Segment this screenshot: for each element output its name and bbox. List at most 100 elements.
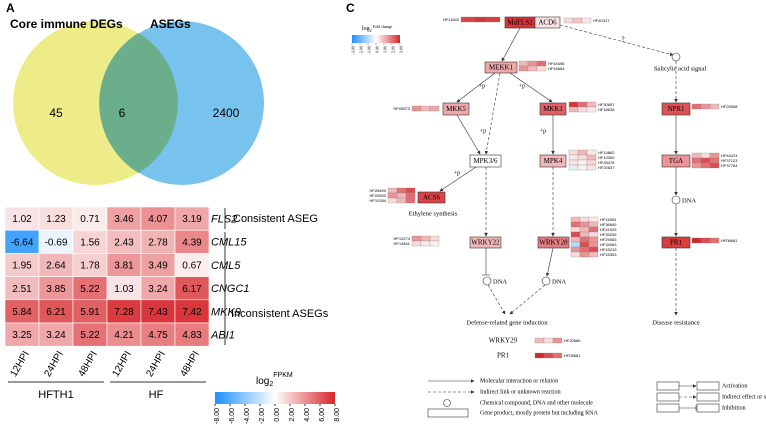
- cell-value: 1.56: [80, 237, 100, 248]
- gene-id: HF18638: [598, 107, 615, 112]
- gene-node: [661, 154, 691, 168]
- fc-cell: [411, 240, 422, 247]
- gene-id: HF28490: [370, 188, 387, 193]
- fc-cell: [579, 221, 590, 228]
- venn-overlap: [99, 33, 178, 173]
- gene-id: HF36695: [600, 222, 617, 227]
- cell-value: 2.43: [114, 237, 134, 248]
- molecule: [541, 276, 551, 286]
- annotation: Ethylene synthesis: [409, 210, 458, 217]
- fc-cell: [527, 60, 538, 67]
- edge: [456, 114, 481, 155]
- fc-cell: [588, 216, 599, 223]
- set-title: ASEGs: [150, 17, 191, 31]
- fc-cell: [700, 103, 711, 110]
- fc-cell: [396, 187, 407, 194]
- fc-cell: [586, 101, 597, 108]
- gene-id: HF11854: [600, 217, 617, 222]
- fc-cell: [429, 240, 440, 247]
- gene-node: [539, 154, 567, 168]
- fc-cell: [588, 231, 599, 238]
- title-part: 2: [370, 28, 372, 33]
- cell-value: 6.21: [46, 307, 66, 318]
- fc-cell: [387, 192, 398, 199]
- count: 6: [119, 106, 126, 120]
- gene-id: HF41525: [600, 227, 617, 232]
- fc-cell: [568, 164, 579, 171]
- edge: [509, 72, 553, 103]
- gene-id: HF15353: [600, 252, 617, 257]
- title-part: log: [362, 26, 370, 32]
- cell-value: 4.83: [182, 330, 202, 341]
- gene-id: HF10284: [370, 198, 387, 203]
- fc-cell: [420, 235, 431, 242]
- colorbar: [352, 35, 400, 43]
- colorbar-tick-label: -1.00: [366, 46, 371, 54]
- gene-id: HF40317: [593, 18, 610, 23]
- fc-cell: [579, 226, 590, 233]
- fc-cell: [534, 337, 545, 344]
- cell-value: 7.43: [148, 307, 168, 318]
- fc-cell: [405, 187, 416, 194]
- cell-value: -0.69: [45, 237, 68, 248]
- fc-cell: [579, 231, 590, 238]
- fc-cell: [691, 152, 702, 159]
- colorbar-tick-label: 3.00: [398, 46, 403, 53]
- title-part: 2: [269, 381, 273, 388]
- legend-box: [656, 392, 680, 402]
- colorbar-tick-label: 4.00: [304, 408, 311, 422]
- fc-cell: [579, 236, 590, 243]
- gene-node: [442, 102, 470, 116]
- fc-cell: [588, 246, 599, 253]
- colorbar-tick-label: -8.00: [214, 408, 221, 424]
- legend-text: Gene product, mostly protein but includi…: [480, 410, 598, 416]
- fc-cell: [568, 154, 579, 161]
- panel-a: A Core immune DEGs ASEGs 45 6 2400: [6, 1, 264, 185]
- legend-box: [696, 381, 720, 391]
- fc-cell: [586, 106, 597, 113]
- gene-id: HF08681: [564, 353, 581, 358]
- gene-id: HF44498: [548, 61, 565, 66]
- annotation: Disease resistance: [652, 319, 700, 326]
- cell-value: 4.39: [182, 237, 202, 248]
- gene-id: HF20652: [370, 193, 387, 198]
- fc-cell: [579, 241, 590, 248]
- node-label: WRKY28: [539, 239, 568, 247]
- cell-value: 1.78: [80, 261, 100, 272]
- gene-id: HF14862: [598, 150, 615, 155]
- colorbar-tick-label: 0.00: [274, 408, 281, 422]
- output-label: PR1: [497, 352, 510, 360]
- colorbar-tick-label: 2.00: [289, 408, 296, 422]
- fc-cell: [700, 237, 711, 244]
- legend-text: Inhibition: [722, 405, 746, 411]
- gene-id: HF29083: [600, 237, 617, 242]
- fc-cell: [429, 105, 440, 112]
- fc-cell: [577, 154, 588, 161]
- cell-value: 5.22: [80, 330, 100, 341]
- group-label: HF: [149, 389, 164, 401]
- node-label: TGA: [669, 157, 683, 165]
- column-label: 24HPI: [42, 349, 65, 379]
- fc-cell: [536, 60, 547, 67]
- colorbar-tick-label: -6.00: [229, 408, 236, 424]
- fc-cell: [572, 17, 583, 24]
- edge: [545, 247, 554, 277]
- fc-cell: [420, 240, 431, 247]
- fc-cell: [570, 246, 581, 253]
- edge: [456, 72, 496, 103]
- panel-label: A: [6, 1, 15, 15]
- unknown: ?: [621, 36, 624, 44]
- fc-cell: [709, 157, 720, 164]
- cell-value: 4.75: [148, 330, 168, 341]
- fc-cell: [429, 235, 440, 242]
- fc-cell: [700, 157, 711, 164]
- cell-value: 3.24: [148, 284, 168, 295]
- fc-cell: [581, 17, 592, 24]
- annotation: DNA: [493, 278, 507, 285]
- node-label: MEKK1: [489, 64, 514, 72]
- fc-cell: [577, 101, 588, 108]
- cell-value: 4.21: [114, 330, 134, 341]
- count: 45: [49, 106, 63, 120]
- fc-cell: [709, 162, 720, 169]
- fc-cell: [411, 235, 422, 242]
